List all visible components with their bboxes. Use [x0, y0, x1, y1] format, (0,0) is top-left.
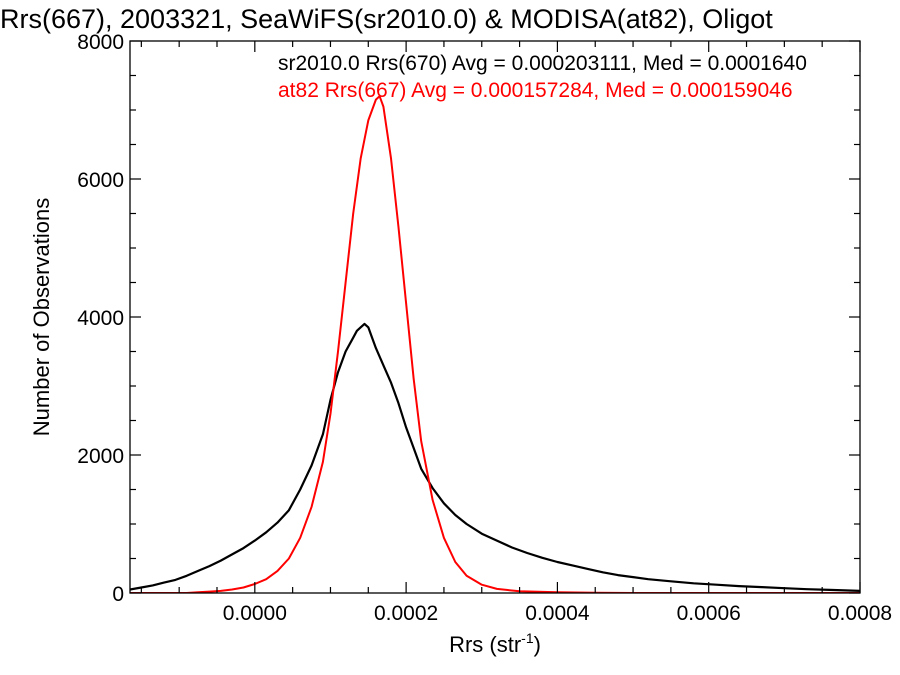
x-tick-label: 0.0002: [374, 602, 438, 625]
y-tick-label: 2000: [77, 445, 124, 468]
plot-frame: [129, 40, 861, 594]
annotation-sr2010: sr2010.0 Rrs(670) Avg = 0.000203111, Med…: [278, 52, 807, 75]
x-tick-label: 0.0000: [223, 602, 287, 625]
x-axis-label: Rrs (str-1): [449, 630, 541, 657]
y-tick-label: 8000: [77, 31, 124, 54]
x-tick-label: 0.0004: [525, 602, 590, 625]
y-axis-label: Number of Observations: [29, 198, 54, 436]
series-line-1: [130, 95, 860, 593]
x-tick-label: 0.0008: [828, 602, 892, 625]
y-tick-label: 6000: [77, 169, 124, 192]
y-tick-label: 0: [112, 583, 124, 606]
x-axis-label-close: ): [534, 632, 541, 657]
y-tick-label: 4000: [77, 307, 124, 330]
x-axis-label-main: Rrs (str: [449, 632, 521, 657]
annotation-at82: at82 Rrs(667) Avg = 0.000157284, Med = 0…: [278, 79, 793, 102]
x-axis-label-sup: -1: [521, 630, 534, 646]
series-line-0: [130, 322, 860, 592]
x-tick-label: 0.0006: [677, 602, 741, 625]
chart-title: Rrs(667), 2003321, SeaWiFS(sr2010.0) & M…: [0, 4, 773, 34]
